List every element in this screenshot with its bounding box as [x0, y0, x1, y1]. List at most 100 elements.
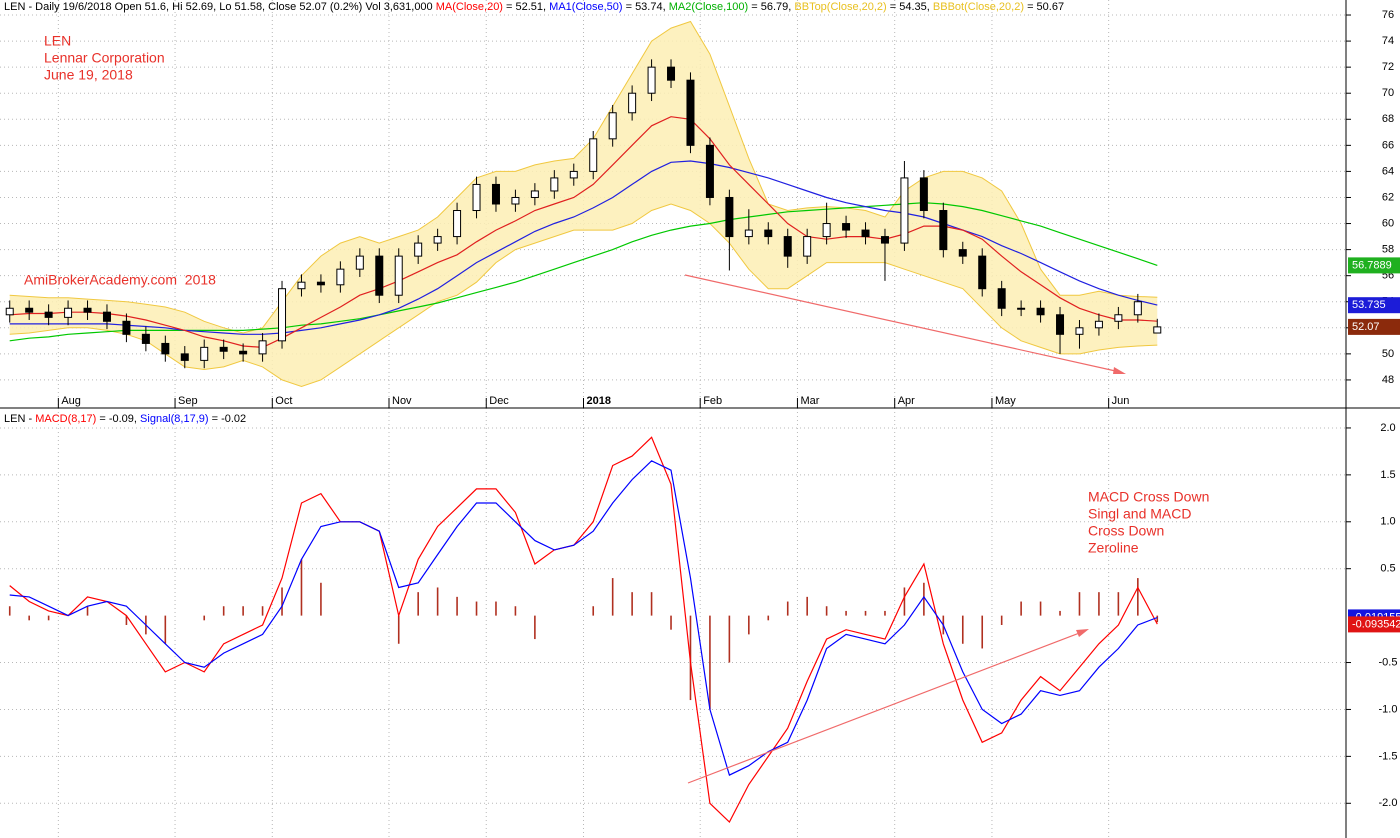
annotation: Cross Down	[1088, 523, 1164, 539]
axis-badge	[1348, 318, 1400, 335]
marks-layer	[5, 20, 1162, 823]
axis-badge-label: 53.735	[1352, 299, 1386, 311]
header-segment: = -0.02	[209, 413, 247, 425]
candle-body	[1036, 307, 1045, 316]
annotation: Lennar Corporation	[44, 50, 165, 66]
y-tick-label: 64	[1382, 165, 1394, 177]
candle-body	[900, 177, 909, 244]
x-tick-label: Mar	[800, 395, 819, 407]
candle-body	[278, 288, 287, 342]
candle-body	[219, 346, 228, 352]
candle-body	[861, 229, 870, 238]
annotation: AmiBrokerAcademy.com 2018	[24, 272, 216, 288]
trend-arrow	[687, 631, 1083, 784]
candle-body	[842, 223, 851, 231]
candle-body	[1133, 301, 1142, 316]
candle-body	[491, 183, 500, 205]
header-segment: MACD(8,17)	[35, 413, 96, 425]
moving-average	[9, 202, 1158, 342]
candle-body	[1153, 326, 1162, 334]
x-tick-label: Oct	[275, 395, 292, 407]
header-segment: = 56.79,	[748, 1, 794, 13]
candle-body	[667, 66, 676, 81]
chart-header: LEN - Daily 19/6/2018 Open 51.6, Hi 52.6…	[4, 1, 1064, 13]
candle-body	[725, 196, 734, 238]
candle-body	[511, 196, 520, 205]
candle-body	[394, 255, 403, 296]
axis-badge-label: 52.07	[1352, 321, 1380, 333]
candle-body	[783, 236, 792, 257]
y-tick-label: 76	[1382, 9, 1394, 21]
candle-body	[297, 281, 306, 290]
arrow-head	[1113, 367, 1126, 374]
candle-body	[161, 342, 170, 355]
candle-body	[686, 79, 695, 146]
y-tick-label: 2.0	[1380, 422, 1395, 434]
trend-arrow	[684, 274, 1121, 373]
candle-body	[822, 223, 831, 238]
y-tick-label: 72	[1382, 61, 1394, 73]
candle-body	[472, 183, 481, 212]
annotation: LEN	[44, 33, 71, 49]
y-tick-label: -1.0	[1379, 703, 1398, 715]
candle-body	[978, 255, 987, 290]
candle-body	[25, 307, 34, 313]
x-tick-label: May	[995, 395, 1016, 407]
y-tick-label: 1.5	[1380, 469, 1395, 481]
candle-body	[239, 350, 248, 355]
candle-body	[122, 320, 131, 335]
header-segment: = 50.67	[1024, 1, 1064, 13]
candle-body	[258, 340, 267, 355]
candle-body	[375, 255, 384, 296]
y-tick-label: 58	[1382, 244, 1394, 256]
y-tick-label: 62	[1382, 191, 1394, 203]
candle-body	[5, 307, 14, 316]
y-tick-label: -2.0	[1379, 797, 1398, 809]
x-tick-label: Aug	[61, 395, 81, 407]
candle-body	[1094, 320, 1103, 329]
candle-body	[958, 249, 967, 257]
moving-average	[9, 116, 1158, 349]
candle-body	[647, 66, 656, 94]
candle-body	[414, 242, 423, 257]
candle-body	[550, 177, 559, 192]
candle-body	[939, 210, 948, 251]
y-tick-label: 1.0	[1380, 516, 1395, 528]
candle-body	[589, 138, 598, 172]
annotation: June 19, 2018	[44, 67, 133, 83]
candle-body	[1056, 314, 1065, 335]
annotation: MACD Cross Down	[1088, 489, 1209, 505]
indicator-line	[9, 436, 1158, 823]
header-segment: Signal(8,17,9)	[140, 413, 209, 425]
header-segment: = -0.09,	[96, 413, 140, 425]
candle-body	[803, 236, 812, 257]
y-tick-label: 0.5	[1380, 563, 1395, 575]
x-tick-label: Nov	[392, 395, 412, 407]
candle-body	[764, 229, 773, 238]
y-tick-label: 70	[1382, 87, 1394, 99]
x-tick-label: Jun	[1112, 395, 1130, 407]
band-fill	[9, 21, 1158, 387]
header-segment: = 52.51,	[503, 1, 549, 13]
chart-header: LEN - MACD(8,17) = -0.09, Signal(8,17,9)…	[4, 413, 246, 425]
candle-body	[83, 307, 92, 313]
axis-badge-label: -0.093542	[1352, 618, 1400, 630]
axis-badge	[1348, 616, 1400, 633]
x-tick-label: Feb	[703, 395, 722, 407]
candle-body	[880, 236, 889, 244]
band-upper	[9, 20, 1158, 334]
y-tick-label: 68	[1382, 113, 1394, 125]
candle-body	[316, 281, 325, 286]
header-segment: BBBot(Close,20,2)	[933, 1, 1024, 13]
y-tick-label: 74	[1382, 35, 1394, 47]
candle-body	[530, 190, 539, 198]
candle-body	[64, 307, 73, 318]
candle-body	[744, 229, 753, 238]
annotation: Singl and MACD	[1088, 506, 1192, 522]
x-tick-label: Apr	[898, 395, 915, 407]
candle-body	[569, 170, 578, 179]
band-lower	[9, 203, 1158, 388]
header-segment: = 53.74,	[623, 1, 669, 13]
x-tick-label: 2018	[587, 395, 611, 407]
